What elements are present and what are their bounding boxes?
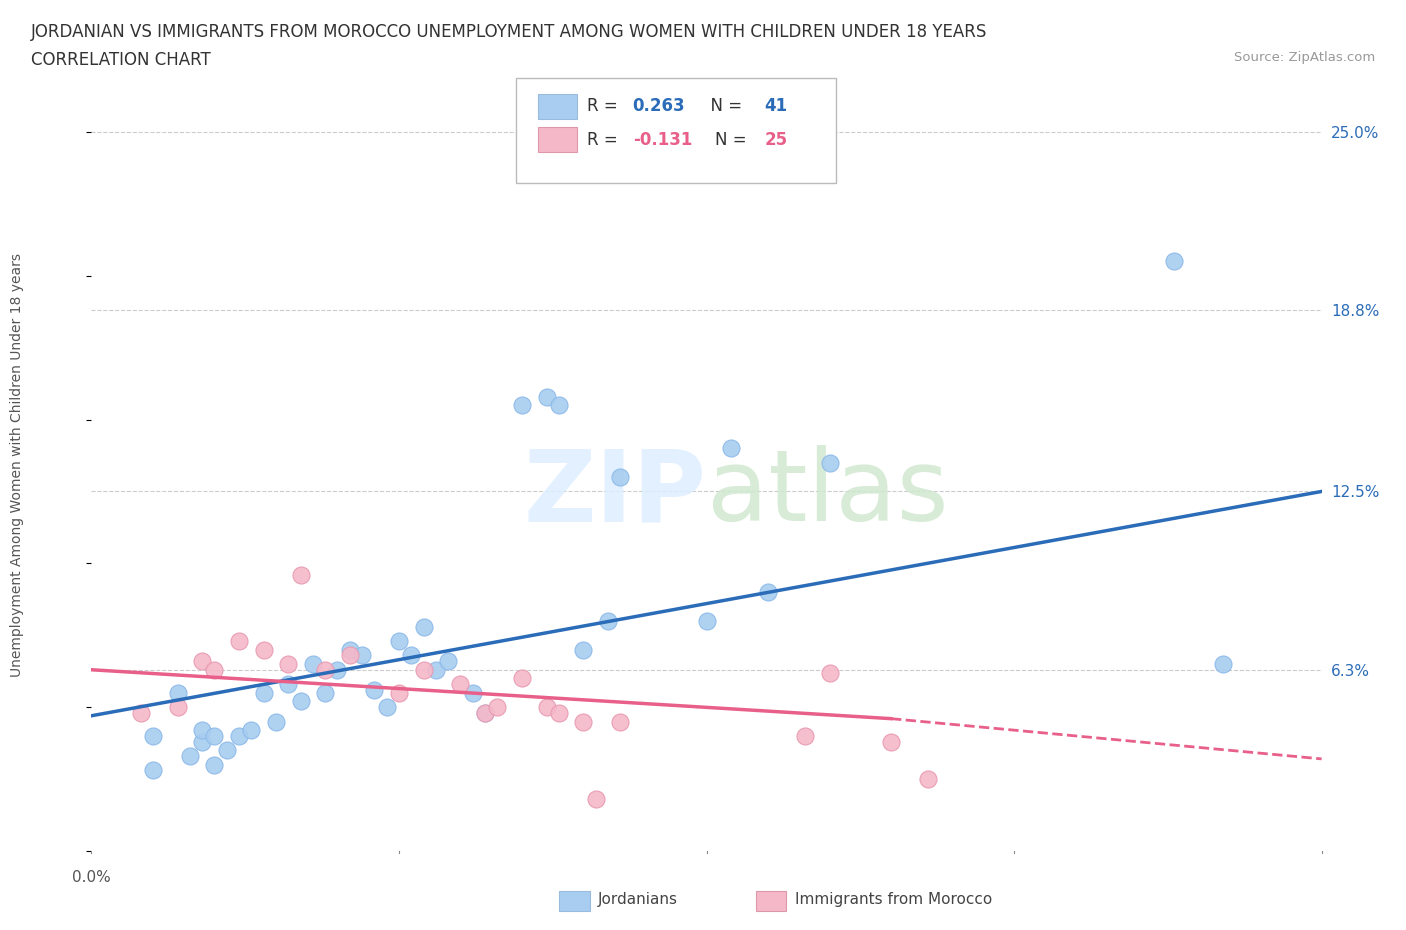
Text: 41: 41 [765, 98, 787, 115]
Point [314, 685, 336, 700]
Point [215, 743, 238, 758]
Point [609, 470, 631, 485]
Point [375, 699, 398, 714]
Point [314, 662, 336, 677]
Point [277, 677, 299, 692]
Point [388, 633, 411, 648]
FancyBboxPatch shape [516, 78, 835, 183]
Point [793, 728, 815, 743]
Text: Immigrants from Morocco: Immigrants from Morocco [796, 892, 993, 907]
Point [585, 791, 607, 806]
Point [142, 728, 165, 743]
Text: 25: 25 [765, 130, 787, 149]
Point [425, 662, 447, 677]
FancyBboxPatch shape [558, 891, 589, 910]
Text: Unemployment Among Women with Children Under 18 years: Unemployment Among Women with Children U… [10, 253, 24, 677]
Point [202, 662, 225, 677]
FancyBboxPatch shape [756, 891, 786, 910]
Text: 0.263: 0.263 [633, 98, 685, 115]
Point [326, 662, 349, 677]
Point [339, 643, 361, 658]
Point [474, 706, 496, 721]
Point [720, 441, 742, 456]
Point [547, 398, 569, 413]
Text: R =: R = [588, 130, 623, 149]
Text: CORRELATION CHART: CORRELATION CHART [31, 51, 211, 69]
Point [253, 685, 276, 700]
Point [572, 643, 595, 658]
Point [536, 699, 558, 714]
Point [290, 567, 312, 582]
Point [880, 734, 903, 749]
Point [264, 714, 287, 729]
Text: ZIP: ZIP [523, 445, 706, 542]
Point [1212, 657, 1234, 671]
Point [1163, 254, 1185, 269]
Point [339, 648, 361, 663]
Point [536, 389, 558, 404]
Point [301, 657, 323, 671]
Point [363, 683, 385, 698]
Point [253, 643, 276, 658]
Point [756, 585, 779, 600]
Text: -0.131: -0.131 [633, 130, 692, 149]
Point [202, 757, 225, 772]
Point [191, 723, 214, 737]
Point [202, 728, 225, 743]
Point [917, 772, 939, 787]
Point [818, 665, 841, 680]
Point [412, 619, 434, 634]
Point [191, 734, 214, 749]
Point [166, 685, 188, 700]
Point [277, 657, 299, 671]
Text: N =: N = [716, 130, 752, 149]
Point [437, 654, 460, 669]
Point [609, 714, 631, 729]
FancyBboxPatch shape [538, 94, 578, 119]
Point [596, 614, 619, 629]
Point [474, 706, 496, 721]
Point [510, 671, 533, 685]
Text: Source: ZipAtlas.com: Source: ZipAtlas.com [1234, 51, 1375, 64]
Point [486, 699, 509, 714]
Point [179, 749, 201, 764]
Point [696, 614, 718, 629]
Point [547, 706, 569, 721]
Point [449, 677, 471, 692]
Point [191, 654, 214, 669]
Point [228, 633, 250, 648]
Point [350, 648, 373, 663]
Point [461, 685, 484, 700]
Point [166, 699, 188, 714]
Point [142, 763, 165, 777]
Point [399, 648, 422, 663]
Point [572, 714, 595, 729]
Point [818, 456, 841, 471]
Point [510, 398, 533, 413]
FancyBboxPatch shape [538, 127, 578, 153]
Point [290, 694, 312, 709]
Text: N =: N = [700, 98, 748, 115]
Point [228, 728, 250, 743]
Point [240, 723, 263, 737]
Point [129, 706, 152, 721]
Text: 0.0%: 0.0% [72, 870, 111, 885]
Point [412, 662, 434, 677]
Text: JORDANIAN VS IMMIGRANTS FROM MOROCCO UNEMPLOYMENT AMONG WOMEN WITH CHILDREN UNDE: JORDANIAN VS IMMIGRANTS FROM MOROCCO UNE… [31, 23, 987, 41]
Text: R =: R = [588, 98, 623, 115]
Text: atlas: atlas [706, 445, 948, 542]
Point [388, 685, 411, 700]
Text: Jordanians: Jordanians [599, 892, 678, 907]
